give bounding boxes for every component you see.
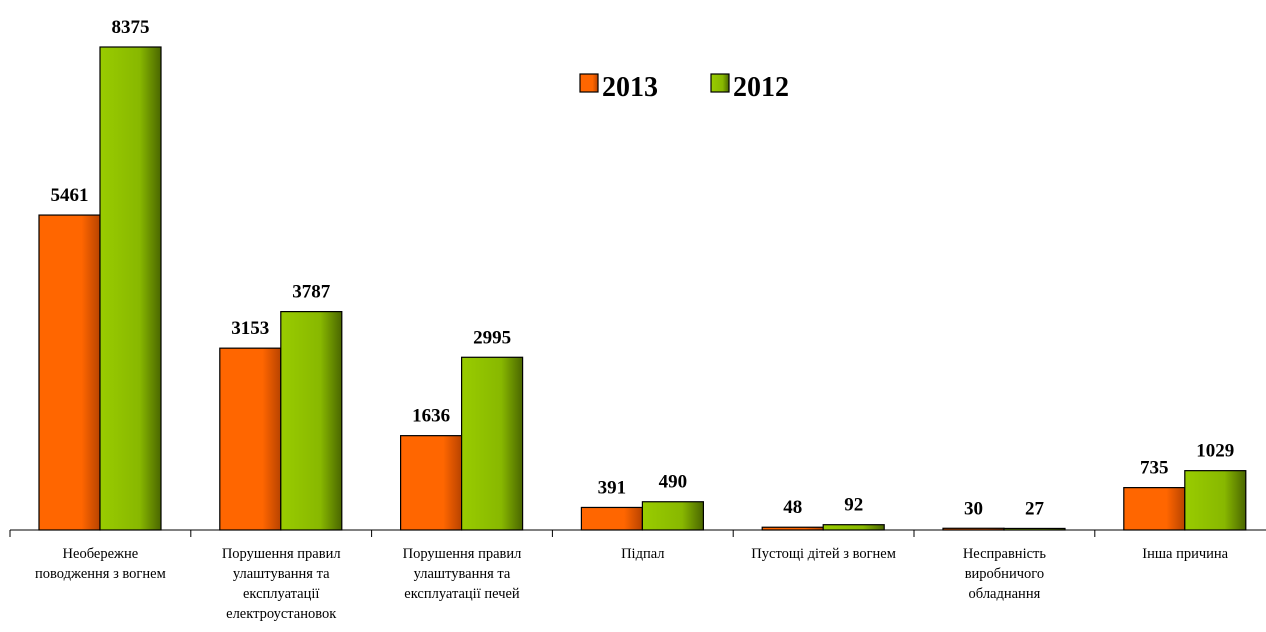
value-label-s2013-0: 5461 — [51, 185, 89, 206]
x-axis-ticks — [10, 530, 1266, 537]
category-label-6: Інша причина — [1142, 546, 1228, 562]
bar-s2013-1 — [220, 348, 281, 530]
bar-s2012-1 — [281, 312, 342, 530]
bar-s2012-2 — [462, 357, 523, 530]
legend: 2013 2012 — [580, 72, 789, 103]
value-label-s2013-6: 735 — [1140, 458, 1169, 479]
category-label-0: Необережне поводження з вогнем — [35, 546, 166, 582]
category-label-2: Порушення правил улаштування та експлуатац… — [403, 546, 522, 602]
category-label-4: Пустощі дітей з вогнем — [751, 546, 896, 562]
bar-s2012-0 — [100, 47, 161, 530]
category-label-5: Несправність виробничого обладнання — [963, 546, 1047, 602]
value-label-s2012-3: 490 — [659, 472, 688, 493]
bar-s2013-6 — [1124, 488, 1185, 530]
value-label-s2012-0: 8375 — [112, 17, 150, 38]
legend-label-s2012: 2012 — [733, 72, 789, 103]
value-label-s2012-5: 27 — [1025, 498, 1045, 519]
legend-swatch-s2013 — [580, 74, 598, 92]
bar-s2013-0 — [39, 215, 100, 530]
value-label-s2012-6: 1029 — [1196, 441, 1234, 462]
category-label-3: Підпал — [621, 546, 664, 562]
bar-s2012-6 — [1185, 471, 1246, 530]
value-label-s2012-2: 2995 — [473, 327, 511, 348]
bar-s2012-4 — [823, 525, 884, 530]
value-label-s2012-1: 3787 — [292, 282, 331, 303]
legend-label-s2013: 2013 — [602, 72, 658, 103]
value-label-s2013-4: 48 — [783, 497, 802, 518]
value-label-s2013-2: 1636 — [412, 406, 450, 427]
value-label-s2013-5: 30 — [964, 498, 983, 519]
bar-s2013-2 — [401, 436, 462, 530]
value-label-s2012-4: 92 — [844, 495, 863, 516]
legend-swatch-s2012 — [711, 74, 729, 92]
bars-group — [39, 47, 1246, 530]
category-labels-group: Необережне поводження з вогнем Порушення п… — [35, 546, 1229, 622]
bar-s2013-3 — [581, 507, 642, 530]
value-label-s2013-3: 391 — [598, 477, 627, 498]
bar-s2012-3 — [642, 502, 703, 530]
category-label-1: Порушення правил улаштування та експлуатац… — [222, 546, 341, 622]
value-label-s2013-1: 3153 — [231, 318, 269, 339]
